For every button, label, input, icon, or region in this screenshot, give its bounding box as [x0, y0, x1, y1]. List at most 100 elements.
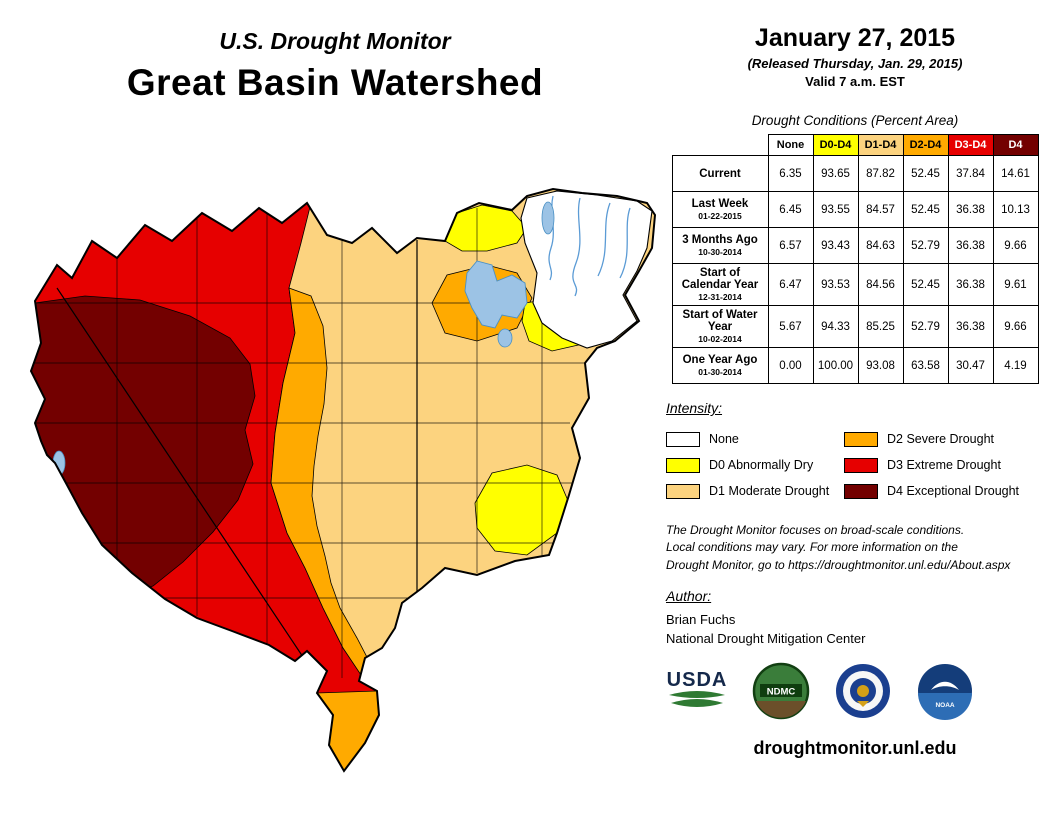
table-header-row: None D0-D4 D1-D4 D2-D4 D3-D4 D4	[672, 134, 1039, 156]
value-cell: 30.47	[947, 347, 994, 384]
stream-lines	[548, 195, 631, 297]
d3-swatch	[844, 457, 878, 473]
ndmc-seal-icon: NDMC	[752, 662, 810, 720]
value-cell: 5.67	[767, 305, 814, 348]
table-row: Current 6.35 93.65 87.82 52.45 37.84 14.61	[671, 155, 1039, 192]
legend-title: Intensity:	[666, 400, 723, 416]
d1-swatch	[666, 483, 700, 499]
legend-label: None	[709, 432, 739, 446]
legend-label: D1 Moderate Drought	[709, 484, 830, 498]
value-cell: 93.55	[812, 191, 859, 228]
legend-item-d3: D3 Extreme Drought	[844, 457, 1044, 473]
d0-swatch	[666, 457, 700, 473]
noaa-wordmark: NOAA	[935, 702, 954, 709]
region-d2-tail-tip	[316, 690, 380, 771]
value-cell: 93.08	[857, 347, 904, 384]
watershed-outline	[29, 187, 657, 773]
legend-item-d4: D4 Exceptional Drought	[844, 483, 1044, 499]
series-title: U.S. Drought Monitor	[219, 28, 451, 54]
author-heading: Author:	[666, 588, 712, 605]
value-cell: 52.45	[902, 191, 949, 228]
value-cell: 85.25	[857, 305, 904, 348]
value-cell: 84.57	[857, 191, 904, 228]
ndmc-wordmark: NDMC	[767, 687, 796, 698]
drought-map	[29, 187, 657, 773]
blank-cell	[672, 135, 768, 156]
legend-item-none: None	[666, 431, 844, 447]
commerce-seal-icon	[836, 664, 890, 719]
column-header-none: None	[767, 134, 814, 156]
intensity-legend: Intensity: None D0 Abnormally Dry D1 Moder…	[666, 400, 1044, 504]
legend-label: D4 Exceptional Drought	[887, 484, 1020, 498]
author-organization: National Drought Mitigation Center	[666, 631, 866, 647]
value-cell: 87.82	[857, 155, 904, 192]
county-boundaries	[33, 196, 585, 678]
column-header-d1: D1-D4	[857, 134, 904, 156]
row-label: 3 Months Ago 10-30-2014	[671, 227, 769, 264]
none-swatch	[666, 431, 700, 447]
column-header-d4: D4	[992, 134, 1039, 156]
noaa-seal-icon: NOAA	[918, 664, 972, 721]
row-label: Last Week 01-22-2015	[671, 191, 769, 228]
bear-lake	[541, 201, 555, 235]
info-panel: January 27, 2015 (Released Thursday, Jan…	[666, 24, 1044, 759]
d4-swatch	[844, 483, 878, 499]
value-cell: 6.57	[767, 227, 814, 264]
value-cell: 93.65	[812, 155, 859, 192]
column-header-d0: D0-D4	[812, 134, 859, 156]
agency-logos: USDA NDMC	[666, 662, 1044, 721]
value-cell: 36.38	[947, 191, 994, 228]
author-block: Author: Brian Fuchs National Drought Mit…	[666, 588, 1044, 646]
value-cell: 100.00	[812, 347, 859, 384]
value-cell: 0.00	[767, 347, 814, 384]
value-cell: 4.19	[992, 347, 1039, 384]
value-cell: 84.56	[857, 263, 904, 306]
usda-logo: USDA	[666, 670, 728, 712]
legend-grid: None D0 Abnormally Dry D1 Moderate Drought…	[666, 426, 1044, 504]
drought-conditions-table: None D0-D4 D1-D4 D2-D4 D3-D4 D4 Current 6.35 93.…	[671, 134, 1039, 384]
column-header-d3: D3-D4	[947, 134, 994, 156]
value-cell: 9.66	[992, 227, 1039, 264]
value-cell: 9.61	[992, 263, 1039, 306]
site-url: droughtmonitor.unl.edu	[753, 738, 957, 759]
value-cell: 36.38	[947, 227, 994, 264]
value-cell: 36.38	[947, 263, 994, 306]
value-cell: 37.84	[947, 155, 994, 192]
value-cell: 52.45	[902, 263, 949, 306]
value-cell: 6.47	[767, 263, 814, 306]
row-label: One Year Ago 01-30-2014	[671, 347, 769, 384]
value-cell: 93.53	[812, 263, 859, 306]
commerce-logo	[834, 662, 892, 720]
value-cell: 6.45	[767, 191, 814, 228]
legend-label: D3 Extreme Drought	[887, 458, 1001, 472]
value-cell: 93.43	[812, 227, 859, 264]
row-label: Start of Calendar Year 12-31-2014	[671, 263, 769, 306]
table-row: Start of Calendar Year 12-31-2014 6.47 93.5…	[671, 263, 1039, 306]
value-cell: 36.38	[947, 305, 994, 348]
value-cell: 52.79	[902, 227, 949, 264]
great-salt-lake	[464, 260, 528, 329]
value-cell: 6.35	[767, 155, 814, 192]
table-row: One Year Ago 01-30-2014 0.00 100.00 93.08 63.…	[671, 347, 1039, 384]
region-d2-band	[270, 287, 371, 676]
legend-label: D2 Severe Drought	[887, 432, 995, 446]
ndmc-logo: NDMC	[752, 662, 810, 720]
author-name: Brian Fuchs	[666, 612, 736, 628]
row-label: Current	[671, 155, 769, 192]
usda-swoosh-icon	[669, 691, 725, 708]
column-header-d2: D2-D4	[902, 134, 949, 156]
value-cell: 84.63	[857, 227, 904, 264]
noaa-logo: NOAA	[916, 662, 974, 721]
value-cell: 52.79	[902, 305, 949, 348]
table-row: Start of Water Year 10-02-2014 5.67 94.33 85…	[671, 305, 1039, 348]
state-boundaries	[56, 240, 418, 661]
value-cell: 9.66	[992, 305, 1039, 348]
page-title: Great Basin Watershed	[126, 62, 544, 103]
legend-label: D0 Abnormally Dry	[709, 458, 814, 472]
table-row: 3 Months Ago 10-30-2014 6.57 93.43 84.63 52.7…	[671, 227, 1039, 264]
value-cell: 52.45	[902, 155, 949, 192]
valid-time: Valid 7 a.m. EST	[805, 74, 905, 89]
usda-wordmark: USDA	[666, 669, 728, 692]
value-cell: 94.33	[812, 305, 859, 348]
